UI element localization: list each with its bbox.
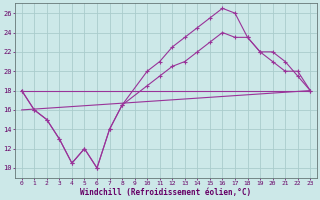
X-axis label: Windchill (Refroidissement éolien,°C): Windchill (Refroidissement éolien,°C)	[80, 188, 252, 197]
